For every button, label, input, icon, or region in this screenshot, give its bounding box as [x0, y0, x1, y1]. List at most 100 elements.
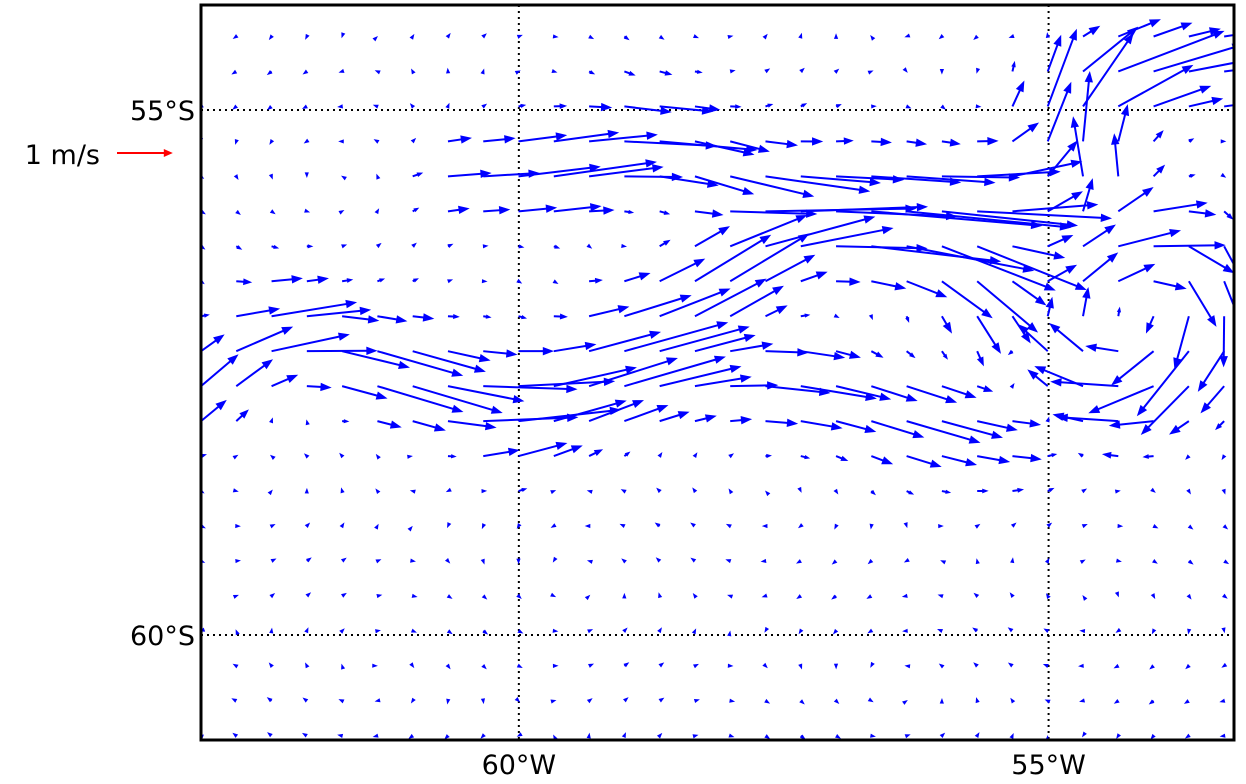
velocity-arrow [1150, 593, 1156, 600]
velocity-arrow [833, 488, 839, 495]
velocity-arrow [1153, 280, 1187, 291]
velocity-arrow [1188, 209, 1217, 218]
velocity-arrow [800, 454, 811, 460]
velocity-arrow [341, 175, 347, 181]
velocity-arrow [692, 452, 698, 459]
velocity-arrow [729, 140, 770, 153]
velocity-arrow [444, 557, 451, 564]
velocity-arrow [446, 629, 453, 635]
velocity-arrow [553, 129, 620, 143]
velocity-arrow [269, 592, 276, 599]
velocity-arrow [1046, 522, 1053, 528]
velocity-arrow [1113, 698, 1120, 704]
vector-field [201, 19, 1234, 740]
velocity-arrow [1118, 229, 1182, 248]
velocity-arrow [871, 137, 892, 147]
velocity-arrow [902, 628, 908, 633]
velocity-arrow [728, 488, 734, 495]
velocity-arrow [761, 593, 768, 598]
velocity-arrow [409, 662, 415, 669]
velocity-arrow [232, 732, 239, 738]
velocity-arrow [480, 733, 486, 739]
velocity-arrow [1044, 699, 1051, 704]
velocity-arrow [341, 592, 347, 598]
velocity-arrow [765, 453, 772, 459]
velocity-arrow [624, 209, 635, 215]
velocity-arrow [730, 104, 742, 109]
velocity-arrow [267, 732, 273, 738]
velocity-arrow [1082, 26, 1139, 73]
velocity-arrow [481, 103, 488, 109]
velocity-arrow [1200, 385, 1225, 414]
velocity-arrow [903, 557, 910, 563]
velocity-arrow [940, 104, 946, 110]
velocity-arrow [1221, 488, 1226, 495]
velocity-arrow [976, 315, 1002, 354]
velocity-arrow [1153, 22, 1193, 38]
velocity-arrow [1045, 296, 1054, 317]
velocity-arrow [1115, 627, 1122, 633]
velocity-arrow [411, 242, 417, 248]
velocity-arrow [269, 523, 276, 529]
velocity-arrow [762, 33, 768, 40]
velocity-arrow [622, 627, 628, 634]
velocity-arrow [303, 138, 310, 144]
velocity-arrow [586, 698, 593, 704]
velocity-arrow [410, 628, 417, 633]
velocity-arrow [1173, 315, 1190, 370]
velocity-arrow [586, 559, 593, 564]
velocity-arrow [516, 558, 521, 565]
velocity-arrow [1152, 558, 1158, 564]
velocity-arrow [374, 698, 381, 703]
velocity-arrow [1047, 264, 1078, 283]
velocity-arrow [306, 382, 332, 392]
velocity-arrow [1223, 210, 1234, 220]
velocity-arrow [338, 699, 345, 704]
velocity-arrow [1188, 61, 1234, 73]
velocity-arrow [235, 209, 241, 216]
velocity-arrow [302, 69, 309, 75]
velocity-arrow [1221, 662, 1228, 668]
velocity-arrow [765, 385, 831, 397]
velocity-arrow [798, 663, 803, 670]
velocity-arrow [1152, 164, 1166, 178]
velocity-arrow [588, 400, 645, 423]
velocity-arrow [586, 732, 591, 739]
velocity-arrow [1049, 322, 1084, 352]
velocity-arrow [586, 489, 593, 494]
velocity-arrow [481, 279, 488, 284]
velocity-arrow [975, 558, 980, 565]
velocity-arrow [976, 67, 981, 74]
velocity-arrow [301, 104, 308, 110]
velocity-arrow [338, 210, 345, 215]
velocity-arrow [1012, 419, 1042, 428]
velocity-arrow [232, 488, 239, 493]
velocity-arrow [870, 34, 876, 41]
velocity-arrow [231, 698, 238, 703]
velocity-arrow [659, 258, 706, 283]
velocity-arrow [481, 663, 487, 670]
velocity-arrow [268, 173, 273, 180]
velocity-arrow [588, 330, 662, 353]
velocity-arrow [941, 138, 961, 147]
velocity-arrow [1153, 241, 1226, 250]
velocity-arrow [412, 385, 503, 414]
velocity-arrow [305, 557, 312, 563]
velocity-arrow [447, 205, 470, 215]
velocity-arrow [1184, 733, 1191, 739]
velocity-arrow [445, 487, 452, 493]
velocity-arrow [235, 245, 243, 250]
velocity-arrow [1010, 522, 1017, 528]
velocity-arrow [481, 489, 488, 494]
reference-vector-head [163, 149, 173, 157]
velocity-arrow [659, 288, 731, 318]
velocity-arrow [694, 209, 724, 218]
velocity-arrow [232, 594, 239, 599]
velocity-arrow [727, 594, 734, 599]
velocity-arrow [232, 663, 239, 669]
velocity-arrow [730, 415, 753, 425]
velocity-arrow [588, 357, 678, 388]
velocity-arrow [765, 305, 788, 318]
velocity-arrow [694, 333, 756, 353]
velocity-arrow [1220, 139, 1227, 144]
